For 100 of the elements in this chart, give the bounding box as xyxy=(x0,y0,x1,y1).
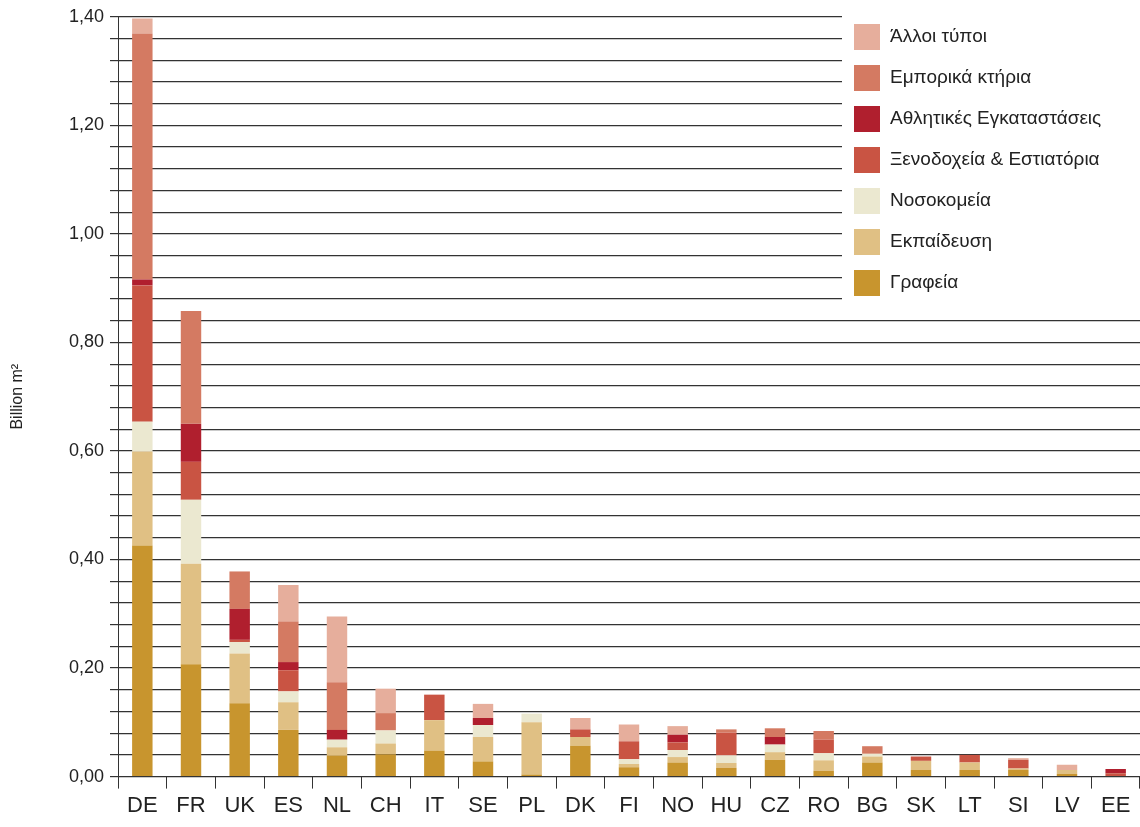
bar xyxy=(570,745,591,776)
bar xyxy=(278,670,299,692)
bar xyxy=(667,757,688,763)
x-tick-label: DE xyxy=(127,791,158,817)
bar xyxy=(132,451,153,546)
x-tick-label: SI xyxy=(1007,791,1029,817)
bar xyxy=(959,762,980,771)
legend-label: Άλλοι τύποι xyxy=(890,25,987,47)
bar xyxy=(180,461,202,500)
x-tick-label: LT xyxy=(957,791,982,817)
bar xyxy=(472,761,494,776)
bar xyxy=(813,770,834,776)
bar xyxy=(375,688,396,714)
bar xyxy=(1105,773,1126,776)
bar xyxy=(667,750,688,758)
bar xyxy=(424,694,445,721)
bar xyxy=(764,752,786,760)
bar xyxy=(375,713,396,731)
x-tick-label: ES xyxy=(273,791,304,817)
bar xyxy=(716,755,737,764)
bar xyxy=(764,759,786,776)
bar xyxy=(278,702,299,730)
bar xyxy=(472,736,494,762)
y-tick-label: 0,00 xyxy=(68,765,104,786)
bar xyxy=(1008,759,1029,769)
bar xyxy=(618,764,640,768)
x-tick-label: HU xyxy=(710,791,743,817)
y-axis-title: Billion m² xyxy=(8,363,26,430)
bar xyxy=(229,703,250,776)
x-tick-label: IT xyxy=(424,791,445,817)
bar xyxy=(132,33,153,280)
bar xyxy=(764,736,786,745)
bar xyxy=(862,762,883,776)
x-tick-label: CZ xyxy=(760,791,790,817)
bar xyxy=(180,664,202,776)
bar xyxy=(521,713,542,723)
bar xyxy=(132,18,153,34)
bar xyxy=(570,736,591,746)
bar xyxy=(1056,764,1078,771)
bar xyxy=(570,729,591,737)
bar xyxy=(521,722,542,775)
y-tick-label: 0,20 xyxy=(68,657,104,678)
x-tick-label: PL xyxy=(518,791,546,817)
x-tick-label: BG xyxy=(856,791,889,817)
bar xyxy=(132,279,153,286)
x-tick-label: CH xyxy=(369,791,402,817)
bar xyxy=(326,616,348,683)
legend-label: Ξενοδοχεία & Εστιατόρια xyxy=(890,148,1100,170)
bar xyxy=(278,729,299,776)
bar xyxy=(180,423,202,462)
bar xyxy=(862,753,883,757)
legend-label: Εκπαίδευση xyxy=(890,230,992,252)
bar xyxy=(180,310,202,424)
bar xyxy=(132,545,153,776)
legend-label: Νοσοκομεία xyxy=(890,189,992,211)
bar xyxy=(959,770,980,776)
bar xyxy=(326,739,348,748)
y-tick-label: 0,60 xyxy=(68,439,104,460)
bar xyxy=(375,754,396,776)
x-tick-label: FR xyxy=(176,791,206,817)
bar xyxy=(229,639,250,643)
bar xyxy=(910,756,932,761)
bar xyxy=(229,571,250,609)
bar xyxy=(910,760,932,771)
x-tick-label: SK xyxy=(906,791,936,817)
legend-label: Αθλητικές Εγκαταστάσεις xyxy=(890,107,1102,129)
bar xyxy=(472,725,494,737)
y-tick-label: 0,40 xyxy=(68,548,104,569)
bar xyxy=(910,770,932,776)
bar xyxy=(667,742,688,751)
bar xyxy=(375,743,396,755)
x-tick-label: SE xyxy=(468,791,498,817)
bar xyxy=(618,759,640,765)
bar xyxy=(229,653,250,704)
bar xyxy=(326,682,348,730)
bar xyxy=(813,753,834,761)
bar xyxy=(278,585,299,622)
bar xyxy=(813,731,834,740)
bar xyxy=(667,762,688,776)
bar xyxy=(229,642,250,654)
bar xyxy=(229,608,250,640)
bar xyxy=(716,732,737,756)
x-tick-label: DK xyxy=(565,791,596,817)
bar xyxy=(667,734,688,743)
bar xyxy=(375,730,396,744)
bar xyxy=(326,755,348,776)
bar xyxy=(424,720,445,751)
bar xyxy=(667,726,688,735)
bar xyxy=(1008,770,1029,776)
bar xyxy=(278,662,299,671)
bar xyxy=(716,763,737,768)
bar xyxy=(132,421,153,452)
bar xyxy=(180,499,202,564)
bar xyxy=(570,717,591,730)
bar xyxy=(472,703,494,718)
bar xyxy=(716,729,737,733)
y-tick-label: 1,40 xyxy=(68,5,104,26)
x-tick-label: NO xyxy=(661,791,695,817)
bar xyxy=(326,747,348,756)
bar xyxy=(764,728,786,737)
